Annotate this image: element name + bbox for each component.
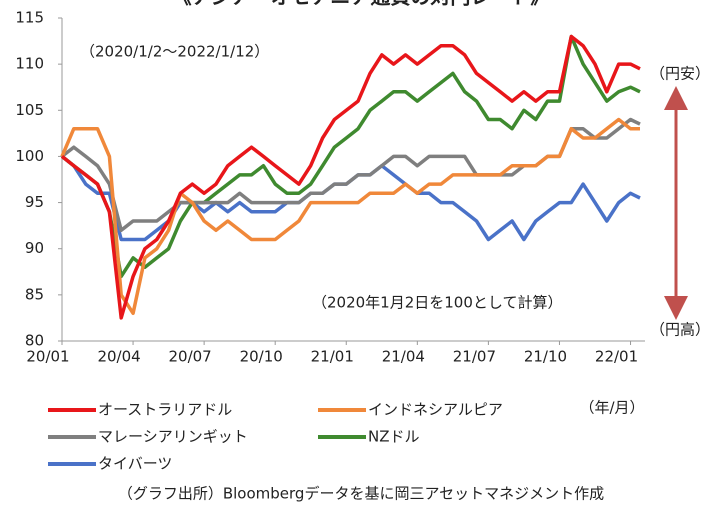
x-tick-label: 21/07 [453,348,496,366]
series-line [60,155,641,242]
y-tick-label: 115 [15,9,44,27]
x-tick-label: 22/01 [595,348,638,366]
x-tick-label: 20/04 [97,348,140,366]
x-tick-label: 21/01 [311,348,354,366]
legend-label: NZドル [368,428,420,446]
series-line [60,34,641,320]
y-tick-label: 100 [15,147,44,165]
y-tick-label: 80 [25,332,44,350]
series-line [60,117,640,316]
y-tick-label: 95 [25,193,44,211]
annotation: （年/月） [579,399,644,417]
annotation: （2020/1/2〜2022/1/12） [80,43,269,61]
x-tick-label: 20/01 [26,348,69,366]
annotation: （2020年1月2日を100として計算） [312,294,562,312]
legend-label: インドネシアルピア [368,401,503,419]
x-tick-label: 20/10 [240,348,283,366]
legend-label: タイバーツ [98,455,172,473]
annotation: （円高） [650,321,710,339]
y-tick-label: 85 [25,285,44,303]
legend-label: オーストラリアドル [98,401,232,419]
chart-title: 《アジア・オセアニア通貨の対円レート》 [172,0,551,9]
y-tick-label: 90 [25,239,44,257]
y-tick-label: 105 [15,101,44,119]
x-tick-label: 21/04 [382,348,425,366]
x-tick-label: 20/07 [169,348,212,366]
y-tick-label: 110 [15,55,44,73]
source: （グラフ出所）Bloombergデータを基に岡三アセットマネジメント作成 [118,485,604,503]
series-line [60,34,641,279]
legend-label: マレーシアリンギット [98,428,248,446]
x-tick-label: 21/10 [524,348,567,366]
annotation: （円安） [650,65,710,83]
